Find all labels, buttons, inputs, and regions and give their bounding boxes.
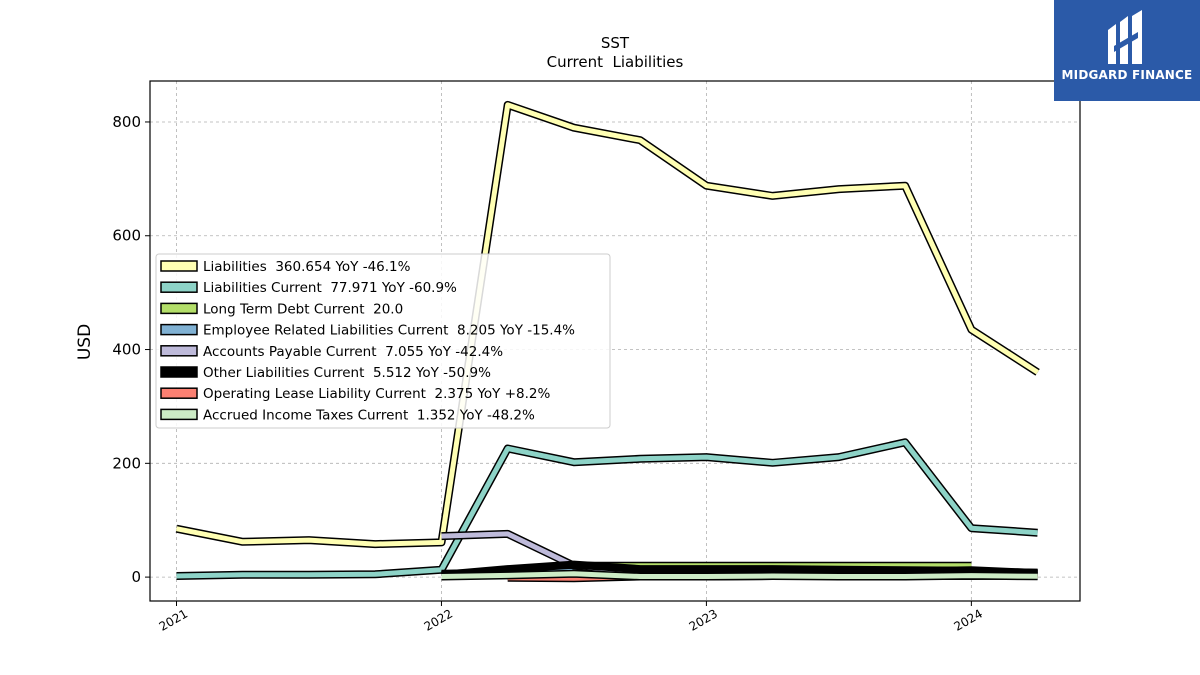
x-tick-label: 2022: [422, 606, 455, 633]
series-line: [441, 571, 1038, 579]
y-tick-label: 600: [112, 227, 141, 245]
x-tick-label: 2023: [687, 606, 720, 633]
y-tick-label: 0: [131, 568, 141, 586]
legend-label: Other Liabilities Current 5.512 YoY -50.…: [203, 365, 491, 381]
legend-label: Liabilities Current 77.971 YoY -60.9%: [203, 280, 457, 296]
legend-swatch: [160, 408, 198, 421]
legend-swatch: [160, 260, 198, 272]
legend-label: Employee Related Liabilities Current 8.2…: [203, 323, 575, 339]
legend-label: Long Term Debt Current 20.0: [203, 301, 403, 317]
plot-border: [149, 80, 1081, 602]
x-tick-label: 2024: [952, 606, 985, 633]
legend-swatch: [160, 302, 198, 315]
legend-label: Accounts Payable Current 7.055 YoY -42.4…: [203, 344, 503, 360]
series-line: [176, 439, 1038, 579]
legend-swatch: [160, 345, 198, 357]
legend-swatch: [160, 281, 198, 293]
plot-frame: [149, 80, 1081, 602]
legend-swatch: [160, 366, 198, 378]
brand-logo: MIDGARD FINANCE: [1054, 0, 1200, 101]
y-tick-label: 800: [112, 113, 141, 131]
y-tick-label: 400: [112, 341, 141, 359]
legend: Liabilities 360.654 YoY -46.1% Liabilitie…: [155, 253, 611, 429]
chart-subtitle: Current Liabilities: [547, 53, 684, 71]
legend-label: Liabilities 360.654 YoY -46.1%: [203, 259, 411, 275]
logo-mark-icon: [1108, 10, 1142, 64]
logo-text: MIDGARD FINANCE: [1061, 68, 1193, 82]
series-line: [441, 562, 1038, 578]
legend-swatch: [160, 387, 198, 399]
x-tick-label: 2021: [157, 606, 190, 633]
y-tick-label: 200: [112, 454, 141, 472]
chart-title: SST: [601, 34, 630, 52]
legend-label: Accrued Income Taxes Current 1.352 YoY -…: [203, 407, 535, 423]
y-axis-label: USD: [75, 324, 95, 360]
legend-swatch: [160, 323, 198, 336]
series-group: [175, 100, 1040, 583]
legend-box: [155, 253, 611, 429]
series-line: [176, 102, 1039, 547]
legend-label: Operating Lease Liability Current 2.375 …: [203, 386, 550, 402]
